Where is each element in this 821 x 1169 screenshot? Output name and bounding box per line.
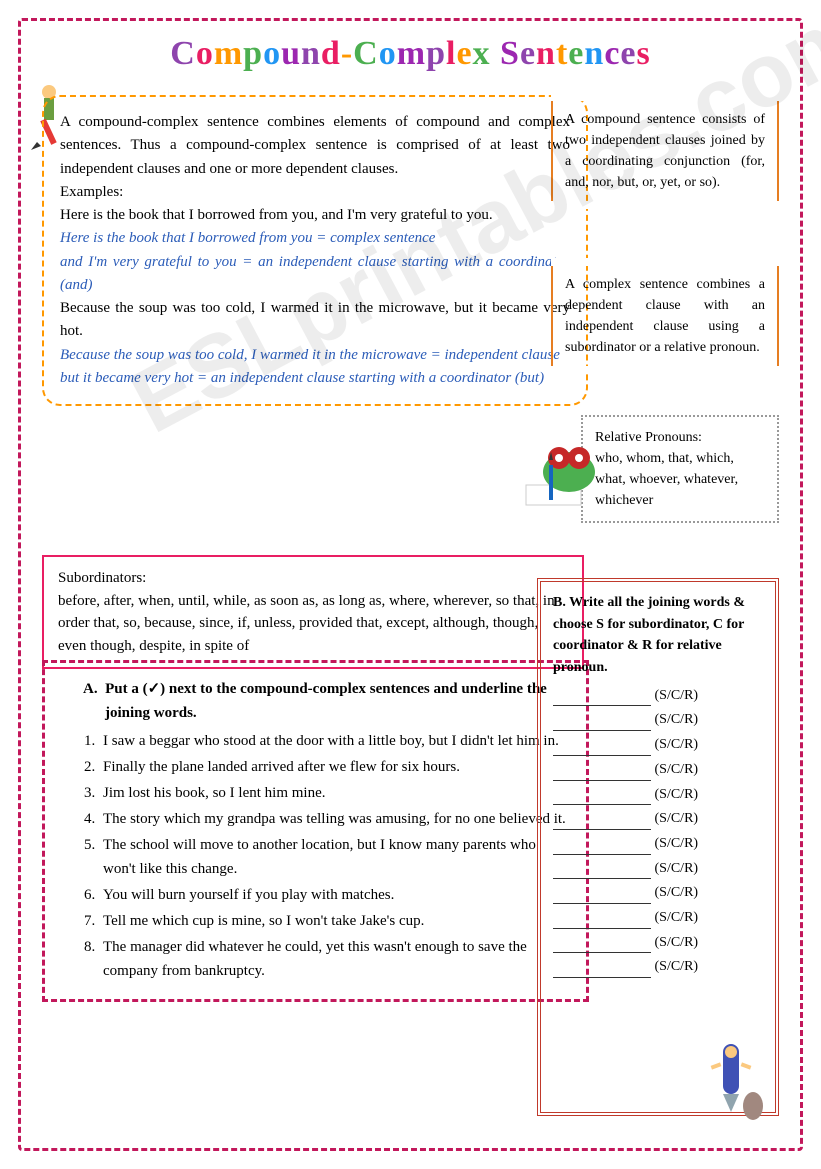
worksheet-page: ESLprintables.com Compound-Complex Sente… <box>0 0 821 1169</box>
exA-item: The manager did whatever he could, yet t… <box>99 935 570 983</box>
scr-label: (S/C/R) <box>651 811 698 826</box>
title-letter: C <box>353 35 379 72</box>
exB-answer-line[interactable]: (S/C/R) <box>553 833 763 855</box>
exB-answer-line[interactable]: (S/C/R) <box>553 759 763 781</box>
complex-text: A complex sentence combines a dependent … <box>565 277 765 355</box>
exA-item: You will burn yourself if you play with … <box>99 883 570 907</box>
exA-item: Tell me which cup is mine, so I won't ta… <box>99 909 570 933</box>
title-letter: m <box>397 35 426 72</box>
example2-part-b: but it became very hot = an independent … <box>60 367 570 390</box>
example2: Because the soup was too cold, I warmed … <box>60 297 570 344</box>
title-letter: o <box>196 35 214 72</box>
exB-answer-line[interactable]: (S/C/R) <box>553 709 763 731</box>
title-letter: l <box>446 35 456 72</box>
example2-part-a: Because the soup was too cold, I warmed … <box>60 344 570 367</box>
title-letter: e <box>568 35 584 72</box>
title-letter: - <box>341 35 353 72</box>
scr-label: (S/C/R) <box>651 688 698 703</box>
frog-icon <box>521 430 611 515</box>
scr-label: (S/C/R) <box>651 836 698 851</box>
pen-character-icon <box>691 1034 771 1129</box>
subordinators-box: Subordinators: before, after, when, unti… <box>42 555 584 669</box>
scr-label: (S/C/R) <box>651 910 698 925</box>
example1-part-a: Here is the book that I borrowed from yo… <box>60 227 570 250</box>
scr-label: (S/C/R) <box>651 861 698 876</box>
title-letter: n <box>301 35 321 72</box>
exA-item: The story which my grandpa was telling w… <box>99 807 570 831</box>
exB-answer-line[interactable]: (S/C/R) <box>553 808 763 830</box>
exB-answer-line[interactable]: (S/C/R) <box>553 685 763 707</box>
title-letter: o <box>379 35 397 72</box>
title-letter: n <box>536 35 556 72</box>
title-letter: p <box>426 35 446 72</box>
exB-answer-line[interactable]: (S/C/R) <box>553 907 763 929</box>
title-letter: t <box>556 35 568 72</box>
scr-label: (S/C/R) <box>651 959 698 974</box>
examples-label: Examples: <box>60 181 570 204</box>
exB-answer-line[interactable]: (S/C/R) <box>553 932 763 954</box>
def-paragraph: A compound-complex sentence combines ele… <box>60 111 570 181</box>
exB-answer-line[interactable]: (S/C/R) <box>553 784 763 806</box>
exercise-a-box: A. Put a (✓) next to the compound-comple… <box>42 660 589 1002</box>
exB-answer-line[interactable]: (S/C/R) <box>553 734 763 756</box>
blank-line[interactable] <box>553 716 651 731</box>
title-letter: c <box>604 35 620 72</box>
exA-list: I saw a beggar who stood at the door wit… <box>55 729 570 983</box>
blank-line[interactable] <box>553 691 651 706</box>
blank-line[interactable] <box>553 889 651 904</box>
title-letter: s <box>637 35 651 72</box>
scr-label: (S/C/R) <box>651 935 698 950</box>
exA-item: I saw a beggar who stood at the door wit… <box>99 729 570 753</box>
blank-line[interactable] <box>553 963 651 978</box>
exB-answer-line[interactable]: (S/C/R) <box>553 882 763 904</box>
blank-line[interactable] <box>553 741 651 756</box>
title-letter <box>491 35 501 72</box>
blank-line[interactable] <box>553 840 651 855</box>
exB-instruction: B. Write all the joining words & choose … <box>553 592 763 679</box>
subord-title: Subordinators: <box>58 567 568 590</box>
example1-part-b: and I'm very grateful to you = an indepe… <box>60 251 570 298</box>
subord-body: before, after, when, until, while, as so… <box>58 590 568 658</box>
title-letter: e <box>520 35 536 72</box>
title-letter: m <box>214 35 243 72</box>
scr-label: (S/C/R) <box>651 762 698 777</box>
scr-label: (S/C/R) <box>651 885 698 900</box>
scr-label: (S/C/R) <box>651 737 698 752</box>
blank-line[interactable] <box>553 864 651 879</box>
example1: Here is the book that I borrowed from yo… <box>60 204 570 227</box>
page-title: Compound-Complex Sentences <box>0 35 821 73</box>
exB-answer-line[interactable]: (S/C/R) <box>553 858 763 880</box>
blank-line[interactable] <box>553 938 651 953</box>
scr-label: (S/C/R) <box>651 787 698 802</box>
exB-answer-line[interactable]: (S/C/R) <box>553 956 763 978</box>
title-letter: u <box>281 35 301 72</box>
compound-sentence-box: A compound sentence consists of two inde… <box>551 95 779 207</box>
relpro-body: who, whom, that, which, what, whoever, w… <box>595 448 765 511</box>
title-letter: S <box>500 35 520 72</box>
title-letter: C <box>170 35 196 72</box>
exA-item: The school will move to another location… <box>99 833 570 881</box>
complex-sentence-box: A complex sentence combines a dependent … <box>551 260 779 372</box>
exA-item: Finally the plane landed arrived after w… <box>99 755 570 779</box>
definition-box: A compound-complex sentence combines ele… <box>42 95 588 406</box>
exA-instruction: A. Put a (✓) next to the compound-comple… <box>83 677 570 725</box>
title-letter: e <box>456 35 472 72</box>
title-letter: n <box>584 35 604 72</box>
blank-line[interactable] <box>553 815 651 830</box>
blank-line[interactable] <box>553 766 651 781</box>
blank-line[interactable] <box>553 914 651 929</box>
compound-text: A compound sentence consists of two inde… <box>565 112 765 190</box>
title-letter: o <box>263 35 281 72</box>
exA-item: Jim lost his book, so I lent him mine. <box>99 781 570 805</box>
relpro-title: Relative Pronouns: <box>595 427 765 448</box>
title-letter: x <box>473 35 491 72</box>
title-letter: e <box>620 35 636 72</box>
blank-line[interactable] <box>553 790 651 805</box>
title-letter: p <box>243 35 263 72</box>
scr-label: (S/C/R) <box>651 712 698 727</box>
title-letter: d <box>321 35 341 72</box>
